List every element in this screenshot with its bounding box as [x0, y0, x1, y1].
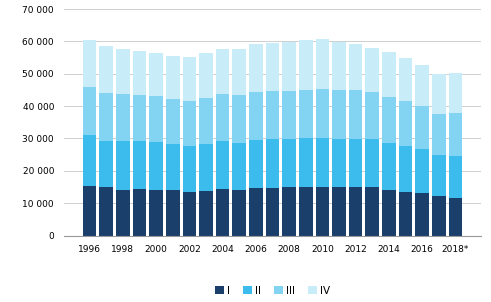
- Bar: [449, 156, 462, 198]
- Bar: [216, 94, 229, 141]
- Bar: [432, 196, 446, 236]
- Bar: [249, 188, 263, 236]
- Bar: [99, 93, 113, 141]
- Bar: [133, 189, 146, 236]
- Bar: [382, 190, 396, 236]
- Bar: [116, 141, 130, 190]
- Bar: [116, 190, 130, 236]
- Bar: [199, 53, 213, 98]
- Bar: [166, 144, 180, 190]
- Bar: [216, 49, 229, 94]
- Bar: [149, 190, 163, 236]
- Bar: [415, 193, 429, 236]
- Bar: [83, 40, 96, 87]
- Bar: [149, 96, 163, 142]
- Bar: [299, 139, 313, 187]
- Bar: [349, 90, 362, 139]
- Bar: [216, 189, 229, 236]
- Bar: [282, 91, 296, 139]
- Bar: [365, 48, 379, 92]
- Bar: [415, 65, 429, 106]
- Bar: [133, 51, 146, 95]
- Bar: [133, 95, 146, 141]
- Bar: [166, 99, 180, 144]
- Bar: [382, 97, 396, 143]
- Bar: [83, 186, 96, 236]
- Bar: [166, 190, 180, 236]
- Bar: [266, 139, 279, 188]
- Bar: [266, 43, 279, 91]
- Bar: [199, 144, 213, 191]
- Bar: [183, 101, 196, 146]
- Bar: [199, 98, 213, 144]
- Bar: [332, 90, 346, 139]
- Bar: [99, 187, 113, 236]
- Bar: [365, 92, 379, 140]
- Bar: [116, 94, 130, 141]
- Bar: [316, 39, 329, 89]
- Bar: [332, 187, 346, 236]
- Bar: [183, 146, 196, 192]
- Bar: [166, 56, 180, 99]
- Bar: [149, 53, 163, 96]
- Bar: [349, 139, 362, 187]
- Bar: [133, 141, 146, 189]
- Bar: [399, 192, 412, 236]
- Bar: [99, 46, 113, 93]
- Bar: [299, 187, 313, 236]
- Bar: [449, 73, 462, 113]
- Bar: [83, 135, 96, 186]
- Bar: [332, 139, 346, 187]
- Bar: [232, 95, 246, 143]
- Bar: [282, 187, 296, 236]
- Bar: [183, 192, 196, 236]
- Bar: [249, 44, 263, 92]
- Bar: [449, 113, 462, 156]
- Bar: [399, 146, 412, 192]
- Bar: [332, 42, 346, 90]
- Bar: [349, 44, 362, 90]
- Bar: [249, 92, 263, 140]
- Legend: I, II, III, IV: I, II, III, IV: [211, 281, 334, 300]
- Bar: [432, 74, 446, 114]
- Bar: [415, 149, 429, 193]
- Bar: [216, 141, 229, 189]
- Bar: [232, 143, 246, 190]
- Bar: [299, 40, 313, 90]
- Bar: [316, 138, 329, 187]
- Bar: [399, 101, 412, 146]
- Bar: [282, 42, 296, 91]
- Bar: [232, 49, 246, 95]
- Bar: [266, 91, 279, 139]
- Bar: [199, 191, 213, 236]
- Bar: [382, 52, 396, 97]
- Bar: [349, 187, 362, 236]
- Bar: [83, 87, 96, 135]
- Bar: [249, 140, 263, 188]
- Bar: [316, 89, 329, 138]
- Bar: [432, 114, 446, 155]
- Bar: [316, 187, 329, 236]
- Bar: [432, 155, 446, 196]
- Bar: [149, 142, 163, 190]
- Bar: [116, 49, 130, 94]
- Bar: [183, 57, 196, 101]
- Bar: [399, 58, 412, 101]
- Bar: [415, 106, 429, 149]
- Bar: [449, 198, 462, 236]
- Bar: [99, 141, 113, 187]
- Bar: [282, 139, 296, 187]
- Bar: [365, 187, 379, 236]
- Bar: [266, 188, 279, 236]
- Bar: [365, 140, 379, 187]
- Bar: [232, 190, 246, 236]
- Bar: [299, 90, 313, 139]
- Bar: [382, 143, 396, 190]
